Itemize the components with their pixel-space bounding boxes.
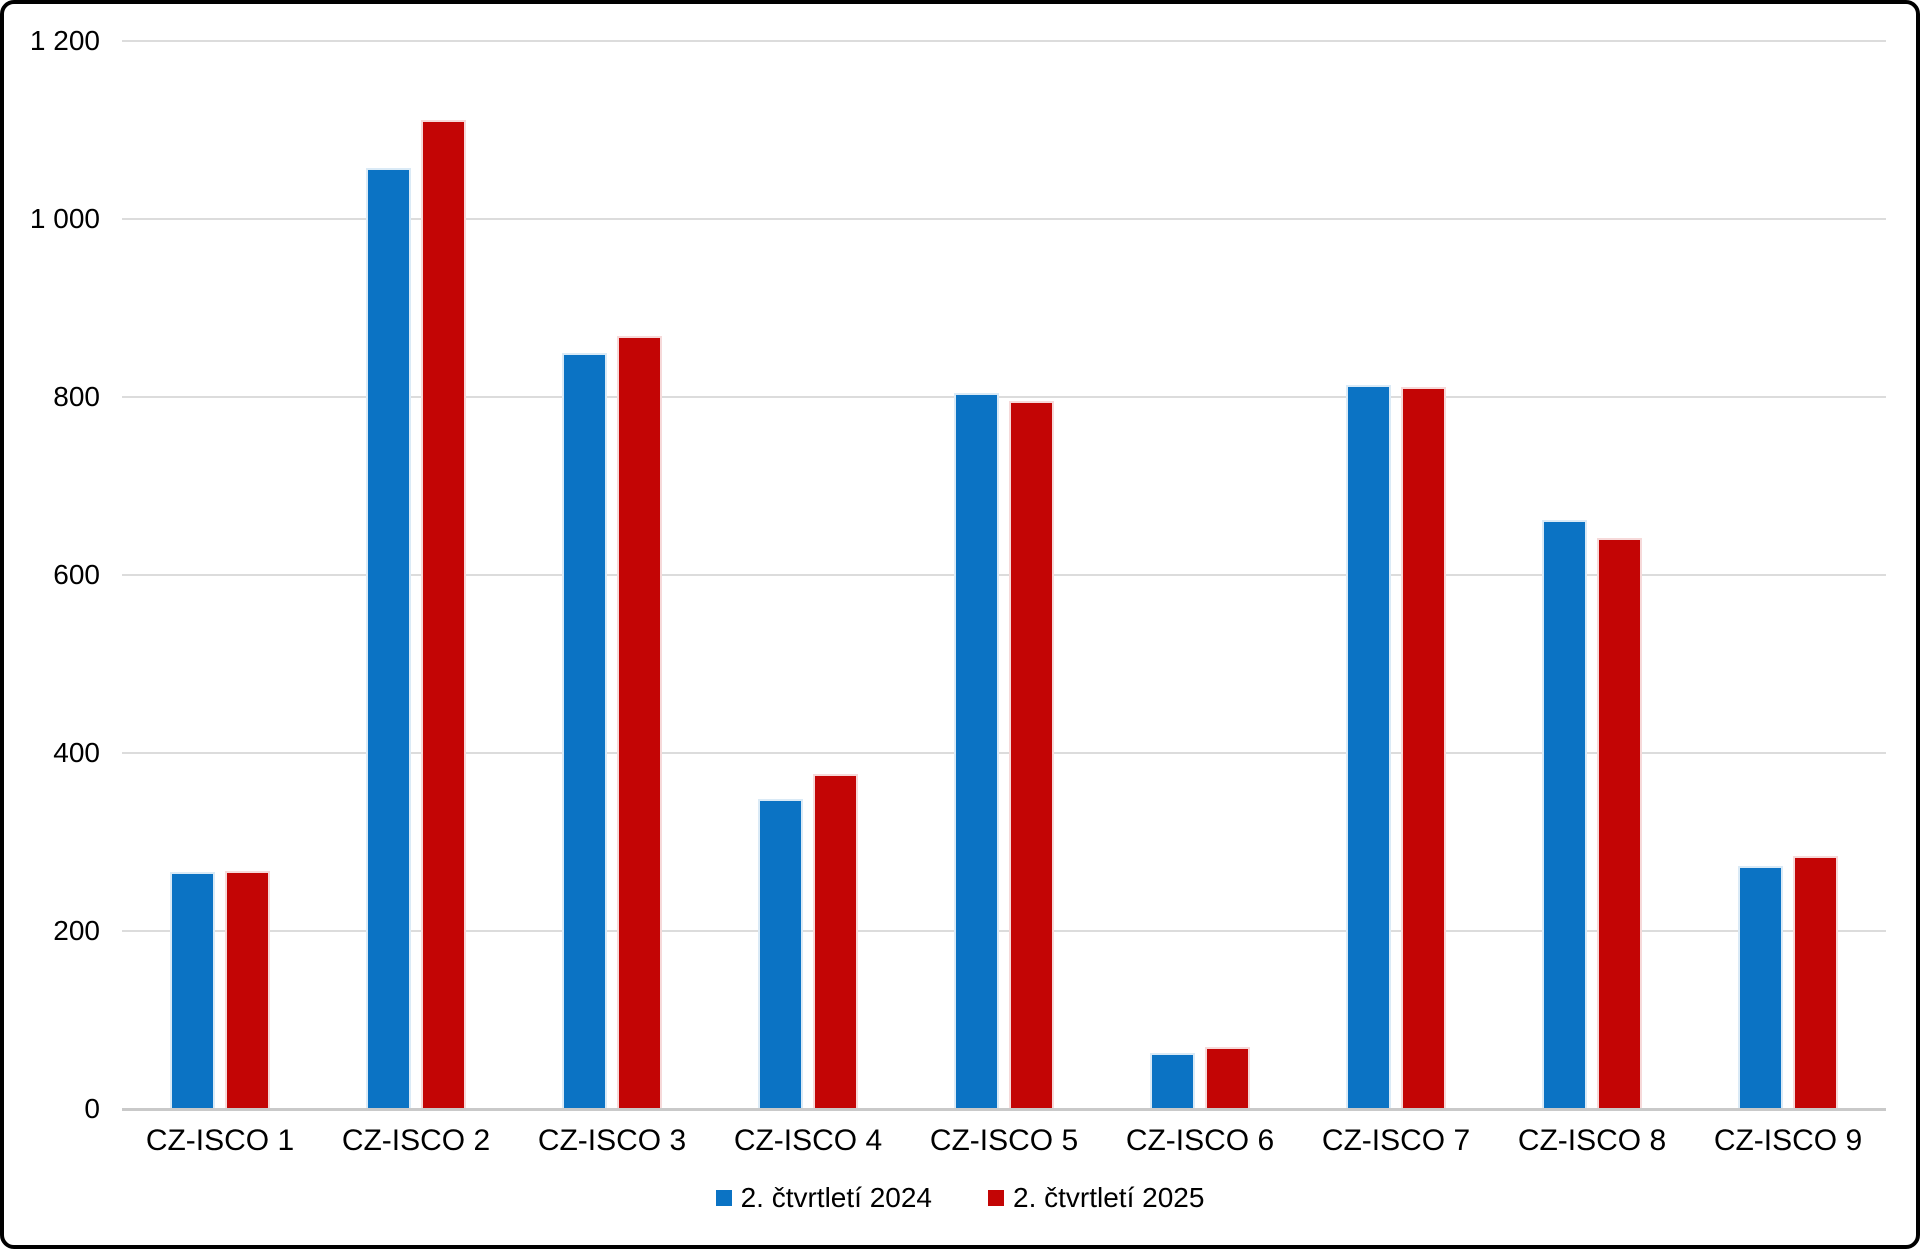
x-axis-category-label: CZ-ISCO 3 bbox=[537, 1124, 687, 1157]
gridline bbox=[122, 752, 1886, 754]
bar-series-2-cz-isco-5 bbox=[1009, 400, 1054, 1109]
legend-label-2024: 2. čtvrtletí 2024 bbox=[740, 1182, 932, 1213]
bar-series-1-cz-isco-8 bbox=[1542, 519, 1587, 1109]
y-axis-tick-label: 200 bbox=[53, 915, 100, 946]
bar-series-1-cz-isco-7 bbox=[1346, 385, 1391, 1109]
bar-series-2-cz-isco-1 bbox=[225, 871, 270, 1109]
legend-item-2024: 2. čtvrtletí 2024 bbox=[715, 1182, 932, 1214]
bar-series-1-cz-isco-3 bbox=[562, 353, 607, 1109]
bar-series-2-cz-isco-7 bbox=[1401, 387, 1446, 1109]
bar-series-1-cz-isco-5 bbox=[954, 393, 999, 1109]
legend-swatch-2025-icon bbox=[988, 1190, 1004, 1206]
x-axis-category-label: CZ-ISCO 7 bbox=[1321, 1124, 1471, 1157]
legend-label-2025: 2. čtvrtletí 2025 bbox=[1013, 1182, 1205, 1213]
x-axis-category-label: CZ-ISCO 8 bbox=[1517, 1124, 1667, 1157]
y-axis-tick-label: 0 bbox=[84, 1093, 100, 1124]
bar-series-2-cz-isco-8 bbox=[1597, 537, 1642, 1109]
bar-series-2-cz-isco-9 bbox=[1793, 856, 1838, 1109]
gridline bbox=[122, 40, 1886, 42]
x-axis-baseline bbox=[122, 1108, 1886, 1111]
bar-series-1-cz-isco-6 bbox=[1150, 1052, 1195, 1109]
bar-series-2-cz-isco-3 bbox=[617, 335, 662, 1109]
gridline bbox=[122, 396, 1886, 398]
gridline bbox=[122, 218, 1886, 220]
x-axis: CZ-ISCO 1 CZ-ISCO 2 CZ-ISCO 3 CZ-ISCO 4 CZ-I… bbox=[122, 1124, 1886, 1164]
y-axis-tick-label: 400 bbox=[53, 737, 100, 768]
x-axis-category-label: CZ-ISCO 9 bbox=[1713, 1124, 1863, 1157]
legend-swatch-2024-icon bbox=[715, 1190, 732, 1206]
x-axis-category-label: CZ-ISCO 6 bbox=[1125, 1124, 1275, 1157]
x-axis-category-label: CZ-ISCO 2 bbox=[341, 1124, 491, 1157]
bar-series-1-cz-isco-9 bbox=[1738, 866, 1783, 1109]
y-axis-tick-label: 800 bbox=[53, 381, 100, 412]
y-axis-tick-label: 1 200 bbox=[29, 25, 100, 56]
legend: 2. čtvrtletí 2024 2. čtvrtletí 2025 bbox=[4, 1182, 1916, 1214]
plot-area bbox=[122, 40, 1886, 1111]
x-axis-category-label: CZ-ISCO 1 bbox=[145, 1124, 295, 1157]
bar-series-1-cz-isco-1 bbox=[170, 872, 215, 1109]
bar-series-1-cz-isco-4 bbox=[758, 799, 803, 1109]
bar-series-2-cz-isco-6 bbox=[1205, 1046, 1250, 1109]
y-axis-tick-label: 600 bbox=[53, 559, 100, 590]
gridline bbox=[122, 574, 1886, 576]
bar-series-2-cz-isco-2 bbox=[421, 120, 466, 1109]
bar-series-2-cz-isco-4 bbox=[813, 774, 858, 1109]
y-axis-tick-label: 1 000 bbox=[29, 203, 100, 234]
x-axis-category-label: CZ-ISCO 4 bbox=[733, 1124, 883, 1157]
y-axis: 0 200 400 600 800 1 000 1 200 bbox=[4, 25, 100, 1124]
gridline bbox=[122, 930, 1886, 932]
bar-series-1-cz-isco-2 bbox=[366, 168, 411, 1109]
x-axis-category-label: CZ-ISCO 5 bbox=[929, 1124, 1079, 1157]
legend-item-2025: 2. čtvrtletí 2025 bbox=[988, 1182, 1204, 1214]
